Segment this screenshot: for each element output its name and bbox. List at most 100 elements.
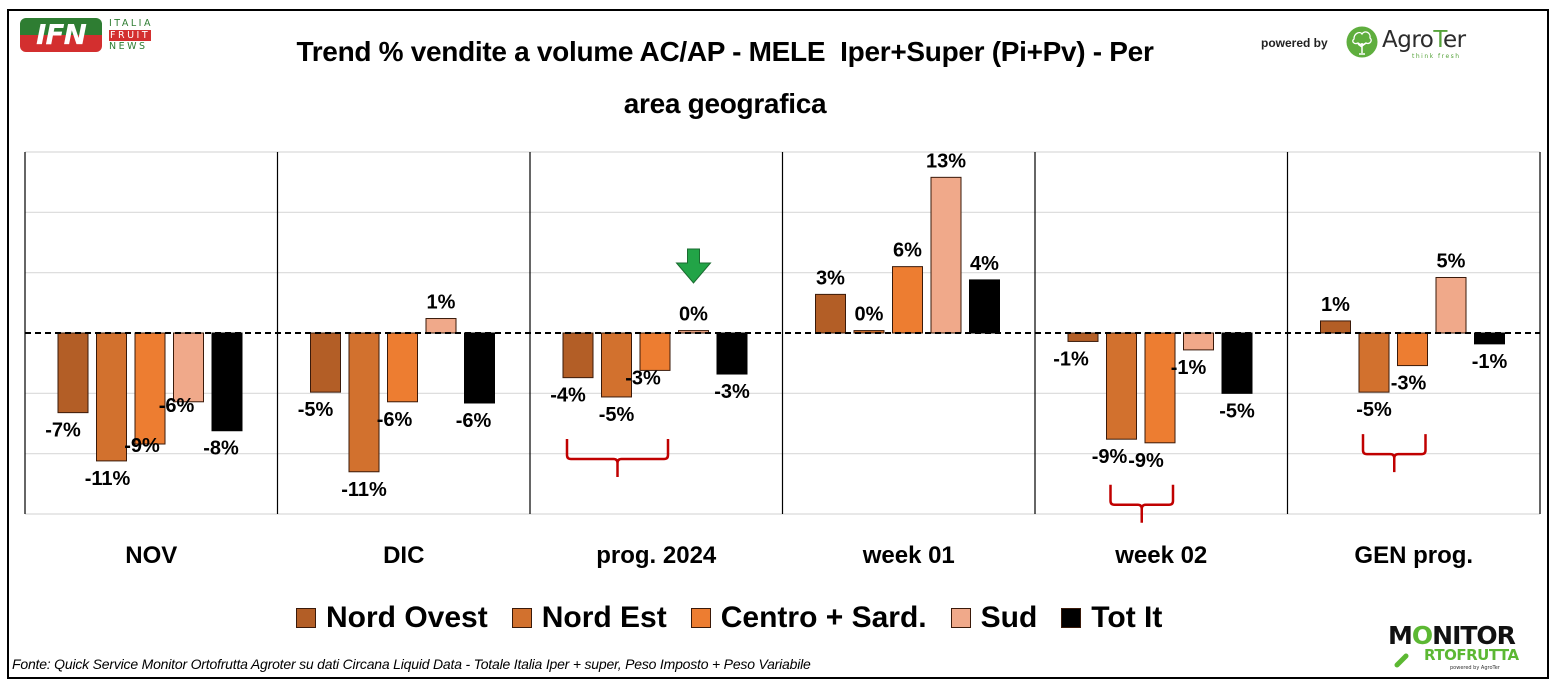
- data-label: 4%: [970, 253, 999, 275]
- bar-tot-it-nov: [211, 332, 243, 432]
- data-label: -3%: [625, 367, 661, 389]
- curly-brace-annotation: [1361, 434, 1427, 473]
- data-label: -6%: [456, 410, 492, 432]
- legend-label: Centro + Sard.: [720, 601, 927, 634]
- legend-item: Tot It: [1061, 601, 1162, 635]
- monitor-o: O: [1411, 621, 1433, 650]
- bar-centro-sard--week-02: [1144, 332, 1176, 444]
- data-label: -9%: [1128, 450, 1164, 472]
- bar-nord-est-gen-prog-: [1358, 332, 1390, 393]
- data-label: 3%: [816, 267, 845, 289]
- data-label: 0%: [679, 304, 708, 326]
- bar-centro-sard--gen-prog-: [1397, 332, 1428, 367]
- chart-title-line1: Trend % vendite a volume AC/AP - MELE Ip…: [296, 36, 1154, 67]
- bar-nord-ovest-dic: [310, 332, 341, 393]
- ifn-logo-line1: ITALIA: [109, 18, 153, 29]
- category-label: week 02: [1114, 542, 1207, 569]
- bar-sud-week-01: [930, 176, 962, 334]
- legend-item: Nord Est: [511, 601, 667, 635]
- bar-nord-ovest-nov: [57, 332, 89, 414]
- data-label: 6%: [893, 240, 922, 262]
- data-label: -7%: [45, 420, 81, 442]
- monitor-wordmark: MONITOR: [1388, 621, 1516, 650]
- chart-frame: [7, 9, 1549, 679]
- data-label: 5%: [1437, 250, 1466, 272]
- chart-title: Trend % vendite a volume AC/AP - MELE Ip…: [200, 26, 1250, 130]
- category-label: week 01: [862, 542, 955, 569]
- category-label: prog. 2024: [596, 542, 717, 569]
- ifn-logo-text: IFN: [36, 18, 87, 51]
- legend-swatch: [690, 608, 711, 628]
- data-label: -5%: [1219, 400, 1255, 422]
- data-label: 0%: [855, 304, 884, 326]
- ifn-logo-wordmark: ITALIA FRUIT NEWS: [109, 18, 163, 53]
- data-label: 13%: [926, 150, 966, 172]
- bar-sud-prog-2024: [678, 330, 709, 334]
- ifn-logo-line2: FRUIT: [109, 29, 152, 41]
- category-label: DIC: [383, 542, 424, 569]
- legend-item: Centro + Sard.: [690, 601, 927, 635]
- ifn-logo-line3: NEWS: [109, 41, 148, 52]
- curly-brace-annotation: [1109, 484, 1175, 523]
- data-label: -5%: [1356, 399, 1392, 421]
- bar-nord-est-dic: [348, 332, 380, 473]
- bar-tot-it-gen-prog-: [1474, 332, 1505, 345]
- data-label: -1%: [1171, 357, 1207, 379]
- data-label: -6%: [377, 409, 413, 431]
- bar-tot-it-week-02: [1221, 332, 1253, 394]
- ifn-logo-block: IFN: [20, 18, 102, 52]
- bar-sud-nov: [173, 332, 204, 403]
- monitor-powered-by: powered by AgroTer: [1450, 665, 1500, 671]
- agroter-name-t: T: [1433, 27, 1444, 53]
- chart-legend: Nord Ovest Nord Est Centro + Sard. Sud Tot I…: [296, 598, 1186, 638]
- bar-tot-it-dic: [464, 332, 495, 404]
- data-label: -5%: [298, 399, 334, 421]
- bar-tot-it-prog-2024: [716, 332, 748, 375]
- bar-tot-it-week-01: [969, 279, 1000, 334]
- bar-nord-est-nov: [96, 332, 127, 462]
- data-label: -6%: [159, 395, 195, 417]
- bar-sud-dic: [425, 318, 457, 334]
- curly-brace-annotation: [565, 438, 670, 477]
- bar-nord-est-week-02: [1106, 332, 1137, 440]
- ifn-logo-green: [20, 18, 102, 35]
- bar-nord-est-prog-2024: [601, 332, 632, 398]
- down-arrow-icon: [675, 248, 712, 284]
- data-label: 1%: [427, 292, 456, 314]
- legend-swatch: [296, 608, 316, 628]
- legend-label: Nord Ovest: [326, 601, 488, 634]
- category-label: GEN prog.: [1354, 542, 1473, 569]
- italia-fruit-news-logo: IFN ITALIA FRUIT NEWS: [20, 18, 162, 54]
- bar-nord-ovest-week-01: [815, 293, 846, 334]
- legend-label: Tot It: [1091, 601, 1163, 634]
- data-label: -11%: [85, 468, 131, 490]
- legend-label: Sud: [980, 601, 1038, 634]
- legend-swatch: [511, 608, 532, 628]
- data-label: -1%: [1472, 351, 1508, 373]
- bar-centro-sard--nov: [134, 332, 166, 445]
- source-note: Fonte: Quick Service Monitor Ortofrutta …: [12, 656, 811, 672]
- data-label: 1%: [1321, 294, 1350, 316]
- agroter-tagline: think fresh: [1412, 53, 1461, 60]
- data-label: -3%: [1391, 373, 1427, 395]
- data-label: -9%: [124, 435, 160, 457]
- bar-nord-ovest-prog-2024: [562, 332, 594, 379]
- agroter-wordmark: AgroTer: [1382, 27, 1466, 53]
- data-label: -3%: [714, 381, 750, 403]
- bar-sud-gen-prog-: [1435, 276, 1467, 334]
- bar-centro-sard--prog-2024: [639, 332, 671, 371]
- monitor-ortofrutta-logo: MONITOR RTOFRUTTA powered by AgroTer: [1388, 622, 1548, 672]
- magnifier-icon: [1394, 653, 1409, 668]
- monitor-rest: NITOR: [1432, 621, 1516, 650]
- legend-swatch: [1061, 608, 1082, 628]
- powered-by-text: powered by: [1261, 36, 1328, 50]
- bar-centro-sard--week-01: [892, 266, 923, 334]
- data-label: -5%: [599, 404, 635, 426]
- data-label: -11%: [341, 479, 387, 501]
- category-label: NOV: [125, 542, 177, 569]
- bar-centro-sard--dic: [387, 332, 418, 403]
- data-label: -1%: [1053, 348, 1089, 370]
- legend-swatch: [950, 608, 971, 628]
- agroter-name-part2: er: [1443, 27, 1466, 53]
- bar-chart: -7% -5% -4% 3% -1% 1% -11% -11% -5% 0% -9% -5% -9% -6…: [24, 150, 1541, 569]
